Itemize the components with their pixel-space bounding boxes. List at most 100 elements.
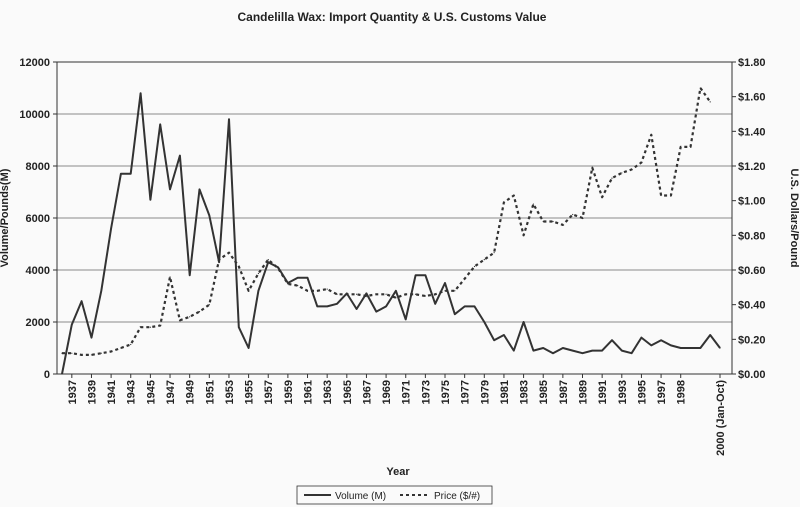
y-axis-right: $0.00 $0.20 $0.40 $0.60 $0.80 $1.00 $1.20 $1.40… (732, 57, 766, 381)
data-point-volume (631, 352, 633, 354)
data-point-volume (650, 344, 652, 346)
data-point-price (572, 213, 574, 216)
data-point-volume (120, 173, 122, 175)
data-point-price (287, 283, 289, 285)
data-point-price (434, 293, 436, 295)
x-tick-label: 1953 (224, 380, 236, 404)
data-point-price (159, 324, 161, 327)
data-point-price (257, 272, 260, 275)
y2-tick-label: $1.80 (738, 57, 766, 69)
data-point-price (503, 201, 505, 203)
data-point-price (522, 234, 525, 236)
data-point-price (405, 293, 407, 295)
y-tick-label: 10000 (19, 109, 50, 121)
data-point-volume (444, 282, 446, 284)
data-point-volume (247, 347, 250, 349)
data-point-price (238, 265, 240, 268)
data-point-price (306, 290, 309, 292)
data-point-volume (228, 118, 230, 120)
data-point-price (670, 194, 672, 197)
data-point-price (414, 293, 417, 295)
data-point-price (356, 293, 358, 295)
y-tick-label: 6000 (26, 213, 50, 225)
data-point-volume (287, 282, 289, 284)
data-point-price (552, 220, 554, 223)
data-point-price (297, 285, 299, 287)
x-tick-label: 1985 (538, 380, 550, 404)
data-point-volume (306, 277, 309, 279)
data-point-volume (581, 352, 584, 354)
x-tick-label: 1957 (263, 380, 275, 404)
x-axis-title: Year (386, 466, 410, 478)
data-point-price (601, 196, 603, 198)
x-tick-label: 1991 (597, 380, 609, 404)
x-tick-label: 1983 (519, 380, 531, 404)
data-point-volume (81, 300, 83, 302)
data-point-volume (405, 318, 407, 320)
x-tick-label: 2000 (Jan-Oct) (715, 380, 727, 456)
data-point-volume (257, 290, 260, 292)
data-point-price (660, 194, 662, 197)
y2-tick-label: $1.40 (738, 126, 766, 138)
data-point-volume (336, 303, 338, 305)
data-point-volume (621, 350, 623, 352)
data-point-volume (552, 352, 554, 354)
data-point-price (699, 87, 701, 89)
data-point-volume (208, 214, 210, 216)
x-tick-label: 1941 (106, 380, 118, 404)
x-tick-label: 1945 (145, 380, 157, 404)
data-point-volume (267, 261, 269, 263)
data-point-volume (297, 277, 299, 279)
data-point-price (61, 352, 63, 354)
data-point-volume (709, 334, 711, 336)
data-point-price (247, 290, 250, 292)
data-point-volume (61, 373, 63, 375)
data-point-volume (434, 303, 436, 305)
data-point-volume (670, 344, 672, 346)
data-point-volume (454, 313, 456, 315)
data-point-volume (719, 347, 721, 349)
data-point-volume (689, 347, 692, 349)
series-line-volume (61, 92, 721, 375)
x-tick-label: 1993 (617, 380, 629, 404)
data-point-price (650, 134, 652, 136)
data-point-price (464, 278, 466, 280)
legend: Volume (M) Price ($/#) (296, 485, 493, 505)
x-tick-label: 1947 (165, 380, 177, 404)
data-point-volume (591, 350, 593, 352)
data-point-volume (90, 337, 93, 339)
x-tick-label: 1981 (499, 380, 511, 404)
y-tick-label: 4000 (26, 265, 50, 277)
data-point-volume (277, 266, 279, 268)
data-point-price (208, 304, 210, 306)
data-point-volume (198, 188, 201, 190)
data-point-volume (385, 305, 387, 307)
data-point-price (110, 350, 112, 353)
y2-tick-label: $1.60 (738, 92, 766, 104)
data-point-price (375, 293, 377, 295)
data-point-price (493, 252, 495, 254)
data-point-price (689, 146, 692, 148)
data-point-price (631, 168, 633, 171)
data-point-volume (326, 305, 328, 307)
x-tick-label: 1961 (303, 380, 315, 404)
data-point-volume (316, 305, 318, 307)
data-point-volume (424, 274, 426, 276)
data-point-price (581, 217, 584, 219)
x-tick-label: 1979 (479, 380, 491, 404)
data-point-volume (503, 334, 505, 336)
data-point-price (591, 167, 593, 169)
data-point-price (81, 354, 83, 356)
data-point-price (267, 259, 269, 261)
x-tick-label: 1989 (578, 380, 590, 404)
y2-tick-label: $0.00 (738, 369, 766, 381)
x-tick-label: 1975 (440, 380, 452, 404)
data-point-volume (375, 311, 377, 313)
data-point-volume (238, 326, 240, 328)
x-tick-label: 1937 (67, 380, 79, 404)
x-tick-label: 1973 (420, 380, 432, 404)
x-tick-label: 1997 (656, 380, 668, 404)
data-point-price (218, 259, 220, 261)
data-point-volume (139, 92, 142, 94)
